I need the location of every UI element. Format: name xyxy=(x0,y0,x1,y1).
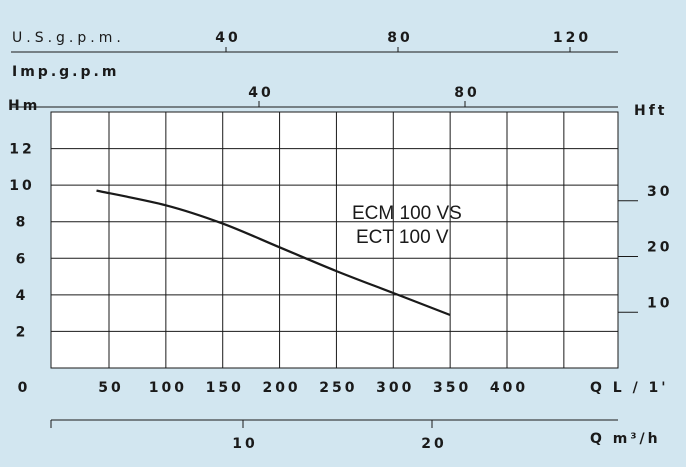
m3h-tick-label: 10 xyxy=(232,436,257,452)
impgpm-axis-label: Imp.g.p.m xyxy=(12,64,119,80)
m3h-tick-label: 20 xyxy=(421,436,446,452)
usgpm-tick-label: 80 xyxy=(387,30,412,46)
series-label-ect: ECT 100 V xyxy=(356,227,449,248)
hm-axis-label: Hm xyxy=(8,98,40,114)
flow-tick-label: 300 xyxy=(376,380,414,396)
hm-tick-label: 2 xyxy=(16,324,29,340)
zero-label: 0 xyxy=(18,380,31,396)
plot-area xyxy=(50,111,619,369)
flow-tick-label: 400 xyxy=(490,380,528,396)
flow-axis-label: Q L / 1' xyxy=(590,380,669,396)
impgpm-tick-label: 80 xyxy=(454,85,479,101)
usgpm-axis-label: U.S.g.p.m. xyxy=(12,30,125,46)
hm-tick-label: 4 xyxy=(16,288,29,304)
hm-tick-label: 6 xyxy=(16,251,29,267)
flow-tick-label: 100 xyxy=(149,380,187,396)
impgpm-tick-label: 40 xyxy=(248,85,273,101)
usgpm-tick-label: 120 xyxy=(553,30,591,46)
flow-tick-label: 250 xyxy=(319,380,357,396)
axes xyxy=(11,47,638,428)
hft-axis-label: Hft xyxy=(634,103,668,119)
hft-tick-label: 30 xyxy=(647,184,672,200)
hft-tick-label: 20 xyxy=(647,240,672,256)
series-label-ecm: ECM 100 VS xyxy=(352,203,462,224)
hm-tick-label: 8 xyxy=(16,215,29,231)
m3h-axis-label: Q m³/h xyxy=(590,431,661,447)
hft-tick-label: 10 xyxy=(647,295,672,311)
flow-tick-label: 200 xyxy=(262,380,300,396)
pump-curve-line xyxy=(96,189,451,316)
flow-tick-label: 350 xyxy=(433,380,471,396)
usgpm-tick-label: 40 xyxy=(215,30,240,46)
hm-tick-label: 12 xyxy=(9,142,34,158)
flow-tick-label: 150 xyxy=(206,380,244,396)
series-layer xyxy=(96,189,451,316)
hm-tick-label: 10 xyxy=(9,178,34,194)
flow-tick-label: 50 xyxy=(98,380,123,396)
grid-lines xyxy=(51,112,618,368)
